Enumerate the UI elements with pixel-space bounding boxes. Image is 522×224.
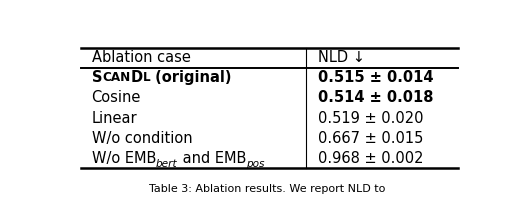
Text: L: L xyxy=(143,71,150,84)
Text: W/o EMB: W/o EMB xyxy=(91,151,156,166)
Text: D: D xyxy=(130,70,143,85)
Text: CAN: CAN xyxy=(102,71,130,84)
Text: and EMB: and EMB xyxy=(177,151,246,166)
Text: W/o condition: W/o condition xyxy=(91,131,192,146)
Text: (original): (original) xyxy=(150,70,232,85)
Text: 0.667 ± 0.015: 0.667 ± 0.015 xyxy=(318,131,423,146)
Text: 0.968 ± 0.002: 0.968 ± 0.002 xyxy=(318,151,423,166)
Text: pos: pos xyxy=(246,159,265,169)
Text: 0.519 ± 0.020: 0.519 ± 0.020 xyxy=(318,110,423,125)
Text: Linear: Linear xyxy=(91,110,137,125)
Text: Table 3: Ablation results. We report NLD to: Table 3: Ablation results. We report NLD… xyxy=(149,184,386,194)
Text: bert: bert xyxy=(156,159,177,169)
Text: 0.514 ± 0.018: 0.514 ± 0.018 xyxy=(318,90,434,105)
Text: 0.515 ± 0.014: 0.515 ± 0.014 xyxy=(318,70,434,85)
Text: Cosine: Cosine xyxy=(91,90,141,105)
Text: NLD ↓: NLD ↓ xyxy=(318,50,365,65)
Text: Ablation case: Ablation case xyxy=(91,50,191,65)
Text: S: S xyxy=(91,70,102,85)
